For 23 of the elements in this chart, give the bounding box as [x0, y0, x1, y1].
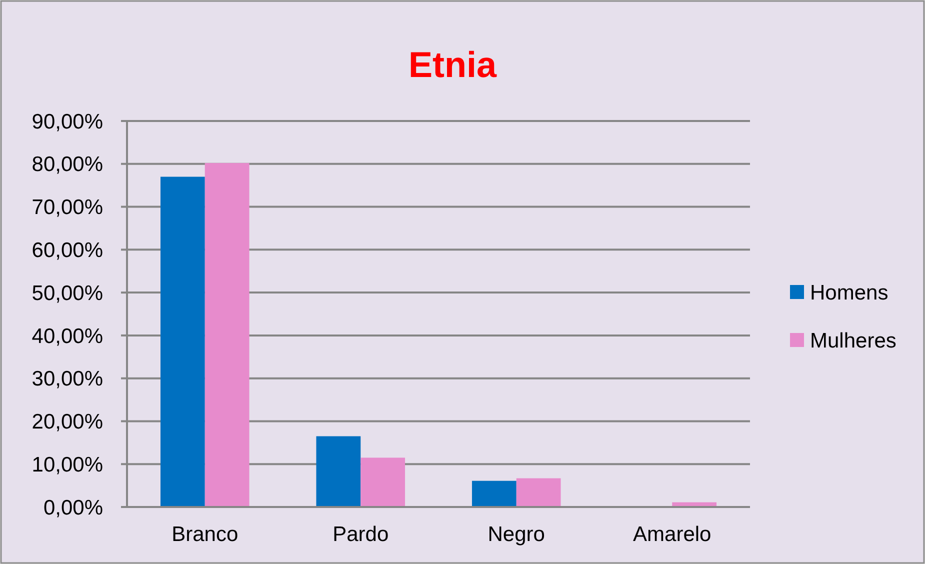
y-tick-label: 20,00%	[32, 410, 103, 434]
y-tick-label: 90,00%	[32, 110, 103, 134]
bar	[316, 436, 361, 507]
bar	[516, 478, 561, 507]
y-tick-label: 80,00%	[32, 153, 103, 176]
y-tick-label: 70,00%	[32, 196, 103, 220]
y-tick-label: 30,00%	[32, 368, 103, 391]
y-tick-label: 60,00%	[32, 239, 103, 262]
y-tick-label: 50,00%	[32, 282, 103, 305]
y-tick-label: 40,00%	[32, 324, 103, 348]
x-tick-label: Negro	[488, 523, 545, 546]
y-tick-label: 0,00%	[43, 496, 103, 520]
x-tick-label: Pardo	[332, 523, 389, 546]
bar	[160, 176, 205, 507]
legend-label: Homens	[810, 281, 888, 304]
x-tick-label: Amarelo	[633, 523, 712, 546]
legend-label: Mulheres	[810, 329, 896, 352]
y-tick-label: 10,00%	[32, 453, 103, 476]
bar	[472, 480, 516, 507]
x-tick-label: Branco	[172, 523, 238, 546]
bar	[204, 163, 250, 507]
chart-title: Etnia	[408, 44, 498, 85]
bar	[360, 458, 406, 507]
